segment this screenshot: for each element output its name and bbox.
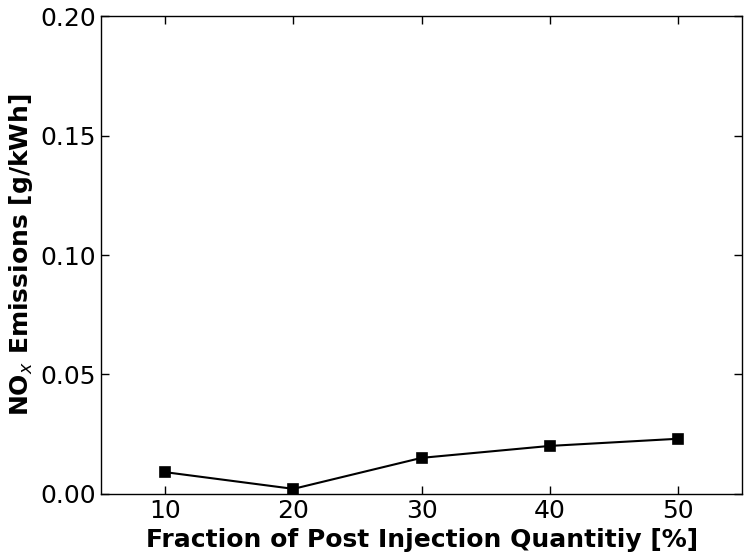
Y-axis label: NO$_x$ Emissions [g/kWh]: NO$_x$ Emissions [g/kWh] [7,94,35,416]
X-axis label: Fraction of Post Injection Quantitiy [%]: Fraction of Post Injection Quantitiy [%] [145,528,697,552]
